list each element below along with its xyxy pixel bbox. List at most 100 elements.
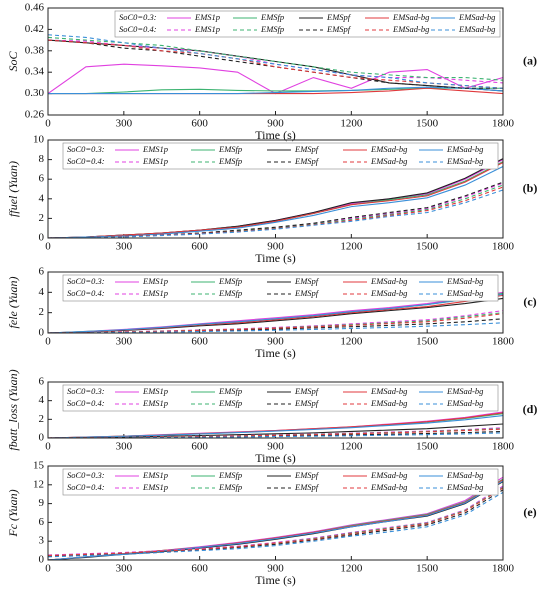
legend-row-label: SoC0=0.4: [67,288,105,298]
x-tick-label: 1800 [492,441,515,453]
legend-label: EMSad-bg [370,156,407,166]
x-tick-label: 1500 [416,118,439,130]
legend-label: EMSad-bg [446,288,483,298]
series-line [48,189,503,238]
x-axis-label: Time (s) [255,128,296,142]
legend-label: EMSad-bg [446,482,483,492]
legend-label: EMSad-bg [446,386,483,396]
legend-row-label: SoC0=0.4: [67,482,105,492]
legend-label: EMSad-bg [392,12,429,22]
legend-row-label: SoC0=0.4: [67,398,105,408]
legend-label: EMSad-bg [458,24,495,34]
x-axis-label: Time (s) [255,451,296,465]
legend-label: EMSad-bg [370,144,407,154]
panel-label: (e) [523,505,536,519]
legend-label: EMSad-bg [458,12,495,22]
legend-label: EMSad-bg [370,288,407,298]
panel-label: (c) [523,294,536,308]
x-tick-label: 600 [191,563,208,575]
y-tick-label: 0.30 [25,87,45,99]
x-tick-label: 900 [267,118,284,130]
y-axis-label: SoC [6,51,20,72]
series-line [48,428,503,438]
legend-row-label: SoC0=0.4: [119,24,157,34]
y-tick-label: 0.46 [25,2,45,14]
series-line [48,322,503,333]
legend-label: EMSpf [294,144,320,154]
series-line [48,162,503,238]
x-axis-label: Time (s) [255,573,296,587]
x-tick-label: 1200 [340,563,363,575]
x-tick-label: 0 [45,241,51,253]
x-tick-label: 900 [267,241,284,253]
x-tick-label: 600 [191,336,208,348]
x-tick-label: 300 [116,241,133,253]
legend-label: EMS1p [142,156,168,166]
x-tick-label: 300 [116,441,133,453]
legend-label: EMSad-bg [446,144,483,154]
series-line [48,430,503,438]
legend-label: EMS1p [142,288,168,298]
series-line [48,86,503,95]
legend-label: EMSfp [218,482,242,492]
legend-label: EMSpf [326,24,352,34]
x-tick-label: 0 [45,563,51,575]
x-tick-label: 0 [45,441,51,453]
legend-label: EMSpf [294,276,320,286]
legend-box [62,468,499,496]
panel-label: (d) [523,402,538,416]
legend-label: EMSfp [260,12,284,22]
panel-label: (b) [523,181,538,195]
x-tick-label: 1500 [416,441,439,453]
x-tick-label: 900 [267,441,284,453]
y-tick-label: 4 [39,394,45,406]
series-line [48,313,503,333]
legend-label: EMSad-bg [370,398,407,408]
x-tick-label: 1200 [340,336,363,348]
series-line [48,158,503,238]
x-tick-label: 0 [45,336,51,348]
series-line [48,487,503,557]
x-tick-label: 300 [116,336,133,348]
legend-label: EMS1p [142,386,168,396]
y-tick-label: 10 [33,134,45,146]
legend-label: EMS1p [142,144,168,154]
y-axis-label: Fc (Yuan) [6,489,20,537]
series-line [48,186,503,238]
legend-label: EMSfp [260,24,284,34]
legend-label: EMSfp [218,386,242,396]
legend-box [114,10,501,38]
y-tick-label: 4 [39,286,45,298]
legend-label: EMSad-bg [392,24,429,34]
legend-label: EMS1p [142,276,168,286]
x-tick-label: 600 [191,118,208,130]
legend-row-label: SoC0=0.4: [67,156,105,166]
series-line [48,159,503,238]
y-tick-label: 3 [39,535,45,547]
legend-row-label: SoC0=0.3: [119,12,157,22]
y-tick-label: 9 [39,497,45,509]
y-tick-label: 2 [39,306,45,318]
series-line [48,415,503,438]
x-tick-label: 600 [191,241,208,253]
series-line [48,161,503,238]
plot-frame [47,7,504,116]
x-tick-label: 0 [45,118,51,130]
y-axis-label: ffuel (Yuan) [6,161,20,217]
x-tick-label: 300 [116,118,133,130]
x-tick-label: 1800 [492,336,515,348]
legend-label: EMSad-bg [370,482,407,492]
legend-label: EMS1p [142,470,168,480]
plot-lines [48,291,503,333]
plot-lines [48,34,503,95]
x-tick-label: 900 [267,563,284,575]
series-line [48,165,503,238]
legend-row-label: SoC0=0.3: [67,276,105,286]
legend-label: EMSfp [218,156,242,166]
x-tick-label: 1800 [492,118,515,130]
legend-label: EMSpf [294,398,320,408]
plot-frame [47,139,504,239]
legend-label: EMSfp [218,398,242,408]
plot-frame [47,381,504,439]
